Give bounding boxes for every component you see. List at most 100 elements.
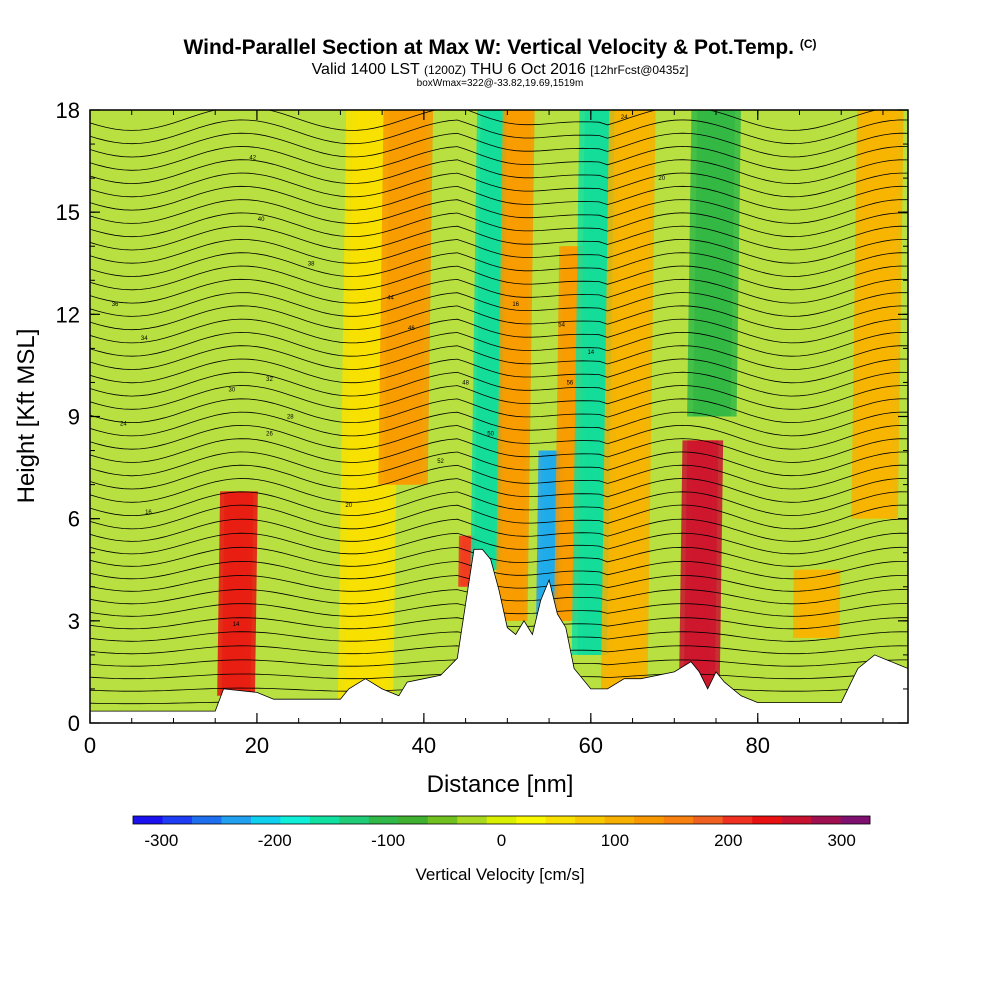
colorbar-tick-label: 300 <box>827 831 855 850</box>
colorbar-swatch <box>722 816 753 824</box>
velocity-band <box>495 110 535 621</box>
terrain-mask <box>90 548 908 723</box>
colorbar-swatch <box>781 816 812 824</box>
velocity-band <box>470 110 509 570</box>
isentrope-label: 14 <box>233 622 240 628</box>
isentrope-line <box>90 132 908 158</box>
isentrope-line <box>90 478 908 503</box>
isentrope-label: 44 <box>387 295 394 301</box>
isentrope-line <box>90 504 908 530</box>
velocity-band-layer <box>378 110 434 485</box>
velocity-band-layer <box>495 110 535 621</box>
isentrope-line <box>90 265 908 291</box>
colorbar-swatch <box>575 816 605 824</box>
colorbar-swatch <box>516 816 547 824</box>
x-axis-label: Distance [nm] <box>427 771 574 798</box>
isentrope-line <box>90 518 908 542</box>
colorbar-swatch <box>840 816 871 824</box>
isentrope-line <box>90 358 908 384</box>
isentrope-line <box>90 305 908 331</box>
y-tick-label: 6 <box>68 507 80 532</box>
isentrope-label: 36 <box>112 302 119 308</box>
isentrope-line <box>90 110 878 131</box>
colorbar-label: Vertical Velocity [cm/s] <box>415 865 584 884</box>
colorbar-swatch <box>280 816 311 824</box>
x-tick-label: 40 <box>412 733 436 758</box>
velocity-band <box>678 440 724 689</box>
colorbar-frame <box>132 815 871 825</box>
velocity-band <box>600 110 656 689</box>
colorbar-swatch <box>191 816 222 824</box>
colorbar-tick-label: -100 <box>371 831 405 850</box>
isentrope-line <box>90 574 908 592</box>
chart-subtitle: Valid 1400 LST (1200Z) THU 6 Oct 2016 [1… <box>311 61 689 78</box>
isentrope-label: 34 <box>141 336 148 342</box>
isentrope-label: 26 <box>266 432 273 438</box>
chart-subtitle-box: boxWmax=322@-33.82,19.69,1519m <box>416 78 584 89</box>
velocity-band-layer <box>217 491 258 696</box>
vertical-velocity-field <box>217 110 904 706</box>
x-tick-label: 20 <box>245 733 269 758</box>
y-tick-label: 3 <box>68 609 80 634</box>
isentrope-line <box>90 438 908 463</box>
velocity-band <box>792 569 841 638</box>
velocity-band-layer <box>600 110 656 689</box>
colorbar-swatch <box>162 816 193 824</box>
y-tick-label: 12 <box>56 302 80 327</box>
colorbar-tick-label: -300 <box>144 831 178 850</box>
colorbar-swatch <box>457 816 488 824</box>
isentrope-line <box>90 292 908 317</box>
colorbar-tick-label: 0 <box>497 831 506 850</box>
colorbar-swatch <box>545 816 576 824</box>
colorbar-swatch <box>427 816 458 824</box>
isentrope-line <box>90 318 908 344</box>
velocity-band-layer <box>792 569 841 638</box>
isentrope-line <box>90 491 908 517</box>
colorbar-tick-label: 200 <box>714 831 742 850</box>
colorbar-swatch <box>250 816 281 824</box>
colorbar-swatch <box>221 816 252 824</box>
isentrope-line <box>90 424 908 450</box>
isentrope-line <box>90 451 908 477</box>
y-axis-label: Height [Kft MSL] <box>13 329 40 504</box>
isentrope-label: 20 <box>658 176 665 182</box>
velocity-band <box>378 110 434 485</box>
colorbar-tick-label: 100 <box>601 831 629 850</box>
isentrope-label: 48 <box>462 380 469 386</box>
x-tick-label: 80 <box>746 733 770 758</box>
isentrope-line <box>90 411 908 437</box>
isentrope-line <box>90 199 908 224</box>
isentrope-line <box>90 398 908 424</box>
colorbar: -300 -200 -100 0 100 200 300 <box>132 815 871 850</box>
y-tick-label: 18 <box>56 98 80 123</box>
velocity-band-layer <box>851 110 904 519</box>
velocity-band-layer <box>678 440 724 689</box>
isentrope-label: 54 <box>558 323 565 329</box>
isentrope-label: 30 <box>229 387 236 393</box>
chart-title: Wind-Parallel Section at Max W: Vertical… <box>183 36 817 59</box>
velocity-band <box>851 110 904 519</box>
y-tick-label: 15 <box>56 200 80 225</box>
isentrope-line <box>90 546 908 567</box>
isentrope-label: 46 <box>408 326 415 332</box>
isentrope-label: 14 <box>587 350 594 356</box>
velocity-band-layer <box>687 110 741 417</box>
isentrope-label: 24 <box>621 115 628 121</box>
isentrope-line <box>90 172 908 198</box>
isentrope-label: 28 <box>287 415 294 421</box>
colorbar-swatch <box>309 816 340 824</box>
isentrope-label: 16 <box>145 510 152 516</box>
colorbar-swatch <box>133 816 163 824</box>
isentrope-line <box>90 385 908 410</box>
isentrope-label: 24 <box>120 421 127 427</box>
isentrope-label: 38 <box>308 261 315 267</box>
isentrope-line <box>90 371 908 397</box>
colorbar-swatch <box>663 816 694 824</box>
colorbar-swatch <box>368 816 399 824</box>
colorbar-swatch <box>634 816 664 824</box>
isentrope-line <box>90 212 908 238</box>
colorbar-swatch <box>339 816 370 824</box>
isentrope-label: 50 <box>487 432 494 438</box>
colorbar-swatch <box>486 816 517 824</box>
isentrope-label: 40 <box>258 217 265 223</box>
